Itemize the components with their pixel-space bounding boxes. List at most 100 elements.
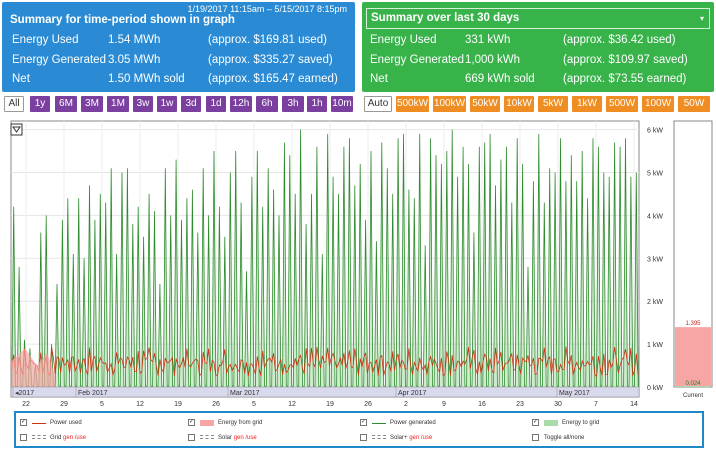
scale-button-100kw[interactable]: 100kW bbox=[433, 96, 466, 112]
checkbox-checked-icon[interactable]: ✓ bbox=[188, 419, 195, 426]
time-button-1y[interactable]: 1y bbox=[30, 96, 50, 112]
row-label: Energy Generated bbox=[12, 54, 106, 66]
time-button-1w[interactable]: 1w bbox=[157, 96, 177, 112]
time-button-6m[interactable]: 6M bbox=[55, 96, 77, 112]
power-chart-svg[interactable]: ◂2017 Feb 2017 Mar 2017 Apr 2017 May 2017 22… bbox=[7, 119, 714, 409]
checkbox-checked-icon[interactable]: ✓ bbox=[360, 419, 367, 426]
navigator-band[interactable] bbox=[10, 386, 640, 398]
collapse-toggle-icon[interactable] bbox=[10, 123, 23, 136]
scale-button-10kw[interactable]: 10kW bbox=[504, 96, 534, 112]
current-label: Current bbox=[683, 393, 703, 399]
current-used-bar bbox=[675, 327, 711, 387]
legend-item[interactable]: ✓ Power used bbox=[20, 418, 185, 428]
row-value: 669 kWh sold bbox=[465, 73, 535, 85]
scale-button-5kw[interactable]: 5kW bbox=[538, 96, 568, 112]
x-tick-label: 22 bbox=[22, 401, 30, 408]
scale-button-1kw[interactable]: 1kW bbox=[572, 96, 602, 112]
x-tick-label: 12 bbox=[136, 401, 144, 408]
legend-item[interactable]: Toggle all/none bbox=[532, 433, 697, 443]
time-button-1d[interactable]: 1d bbox=[206, 96, 226, 112]
scale-button-500kw[interactable]: 500kW bbox=[396, 96, 429, 112]
chevron-down-icon[interactable]: ▾ bbox=[699, 14, 704, 23]
legend-item[interactable]: Solar gen /use bbox=[188, 433, 353, 443]
legend-item[interactable]: Grid gen /use bbox=[20, 433, 185, 443]
legend-item[interactable]: ✓ Energy to grid bbox=[532, 418, 697, 428]
time-button-1m[interactable]: 1M bbox=[107, 96, 129, 112]
row-label: Net bbox=[370, 73, 388, 85]
scale-button-50kw[interactable]: 50kW bbox=[470, 96, 500, 112]
x-tick-label: 30 bbox=[554, 401, 562, 408]
time-button-1h[interactable]: 1h bbox=[307, 96, 327, 112]
scale-button-100w[interactable]: 100W bbox=[642, 96, 674, 112]
time-button-3d[interactable]: 3d bbox=[181, 96, 201, 112]
legend-suffix: gen /use bbox=[233, 435, 257, 441]
checkbox-icon[interactable] bbox=[532, 434, 539, 441]
x-tick-label: 9 bbox=[442, 401, 446, 408]
x-tick-label: 5 bbox=[252, 401, 256, 408]
summary-30-dropdown[interactable] bbox=[366, 8, 710, 29]
y-tick-label: 3 kW bbox=[647, 256, 663, 263]
power-chart[interactable]: ◂2017 Feb 2017 Mar 2017 Apr 2017 May 2017 22… bbox=[7, 119, 714, 409]
time-button-12h[interactable]: 12h bbox=[230, 96, 252, 112]
checkbox-checked-icon[interactable]: ✓ bbox=[532, 419, 539, 426]
checkbox-icon[interactable] bbox=[20, 434, 27, 441]
power-used-line bbox=[10, 346, 639, 378]
x-tick-label: 26 bbox=[364, 401, 372, 408]
triangle-down-icon[interactable] bbox=[12, 126, 21, 133]
current-used-value: 1.395 bbox=[685, 321, 701, 327]
x-tick-label: 19 bbox=[326, 401, 334, 408]
time-button-all[interactable]: All bbox=[4, 96, 24, 112]
x-tick-label: 16 bbox=[478, 401, 486, 408]
legend-item[interactable]: Solar+ gen /use bbox=[360, 433, 525, 443]
summary-row: Net 1.50 MWh sold (approx. $165.47 earne… bbox=[2, 73, 355, 87]
legend-label: Power used bbox=[50, 420, 82, 426]
month-labels: ◂2017 Feb 2017 Mar 2017 Apr 2017 May 2017 bbox=[12, 387, 590, 397]
row-note: (approx. $165.47 earned) bbox=[208, 73, 338, 85]
month-label: Feb 2017 bbox=[78, 390, 108, 397]
x-tick-label: 7 bbox=[594, 401, 598, 408]
y-tick-label: 0 kW bbox=[647, 385, 663, 392]
summary-row: Energy Used 1.54 MWh (approx. $169.81 us… bbox=[2, 34, 355, 48]
energy-from-grid-area bbox=[11, 348, 55, 387]
row-value: 1.54 MWh bbox=[108, 34, 161, 46]
scale-button-500w[interactable]: 500W bbox=[606, 96, 638, 112]
row-value: 1.50 MWh sold bbox=[108, 73, 185, 85]
row-label: Energy Generated bbox=[370, 54, 464, 66]
month-label: Mar 2017 bbox=[230, 390, 260, 397]
row-value: 331 kWh bbox=[465, 34, 511, 46]
y-tick-label: 2 kW bbox=[647, 299, 663, 306]
legend-item[interactable]: ✓ Power generated bbox=[360, 418, 525, 428]
time-button-6h[interactable]: 6h bbox=[256, 96, 278, 112]
checkbox-icon[interactable] bbox=[188, 434, 195, 441]
legend: ✓ Power used ✓ Energy from grid ✓ Power gener… bbox=[14, 411, 704, 448]
x-tick-label: 23 bbox=[516, 401, 524, 408]
legend-item[interactable]: ✓ Energy from grid bbox=[188, 418, 353, 428]
time-button-10m[interactable]: 10m bbox=[331, 96, 353, 112]
legend-swatch bbox=[32, 435, 46, 439]
month-label: Apr 2017 bbox=[398, 390, 427, 397]
x-tick-label: 12 bbox=[288, 401, 296, 408]
legend-swatch bbox=[200, 435, 214, 439]
row-label: Energy Used bbox=[12, 34, 79, 46]
scale-button-50w[interactable]: 50W bbox=[678, 96, 710, 112]
x-tick-label: 19 bbox=[174, 401, 182, 408]
scale-button-auto[interactable]: Auto bbox=[364, 96, 392, 112]
summary-30-panel: Summary over last 30 days ▾ Energy Used … bbox=[362, 2, 714, 92]
summary-row: Energy Generated 1,000 kWh (approx. $109… bbox=[362, 54, 714, 68]
summary-row: Energy Used 331 kWh (approx. $36.42 used… bbox=[362, 34, 714, 48]
summary-row: Net 669 kWh sold (approx. $73.55 earned) bbox=[362, 73, 714, 87]
series-group bbox=[10, 129, 640, 388]
checkbox-checked-icon[interactable]: ✓ bbox=[20, 419, 27, 426]
x-tick-label: 14 bbox=[630, 401, 638, 408]
summary-30-title[interactable]: Summary over last 30 days bbox=[371, 12, 520, 24]
checkbox-icon[interactable] bbox=[360, 434, 367, 441]
time-button-3w[interactable]: 3w bbox=[133, 96, 153, 112]
current-generated-value: 0.024 bbox=[685, 381, 701, 387]
legend-swatch bbox=[544, 420, 558, 426]
time-button-3m[interactable]: 3M bbox=[81, 96, 103, 112]
row-note: (approx. $169.81 used) bbox=[208, 34, 327, 46]
x-tick-label: 5 bbox=[100, 401, 104, 408]
month-label: ◂2017 bbox=[15, 390, 34, 397]
y-tick-label: 4 kW bbox=[647, 213, 663, 220]
time-button-3h[interactable]: 3h bbox=[282, 96, 304, 112]
